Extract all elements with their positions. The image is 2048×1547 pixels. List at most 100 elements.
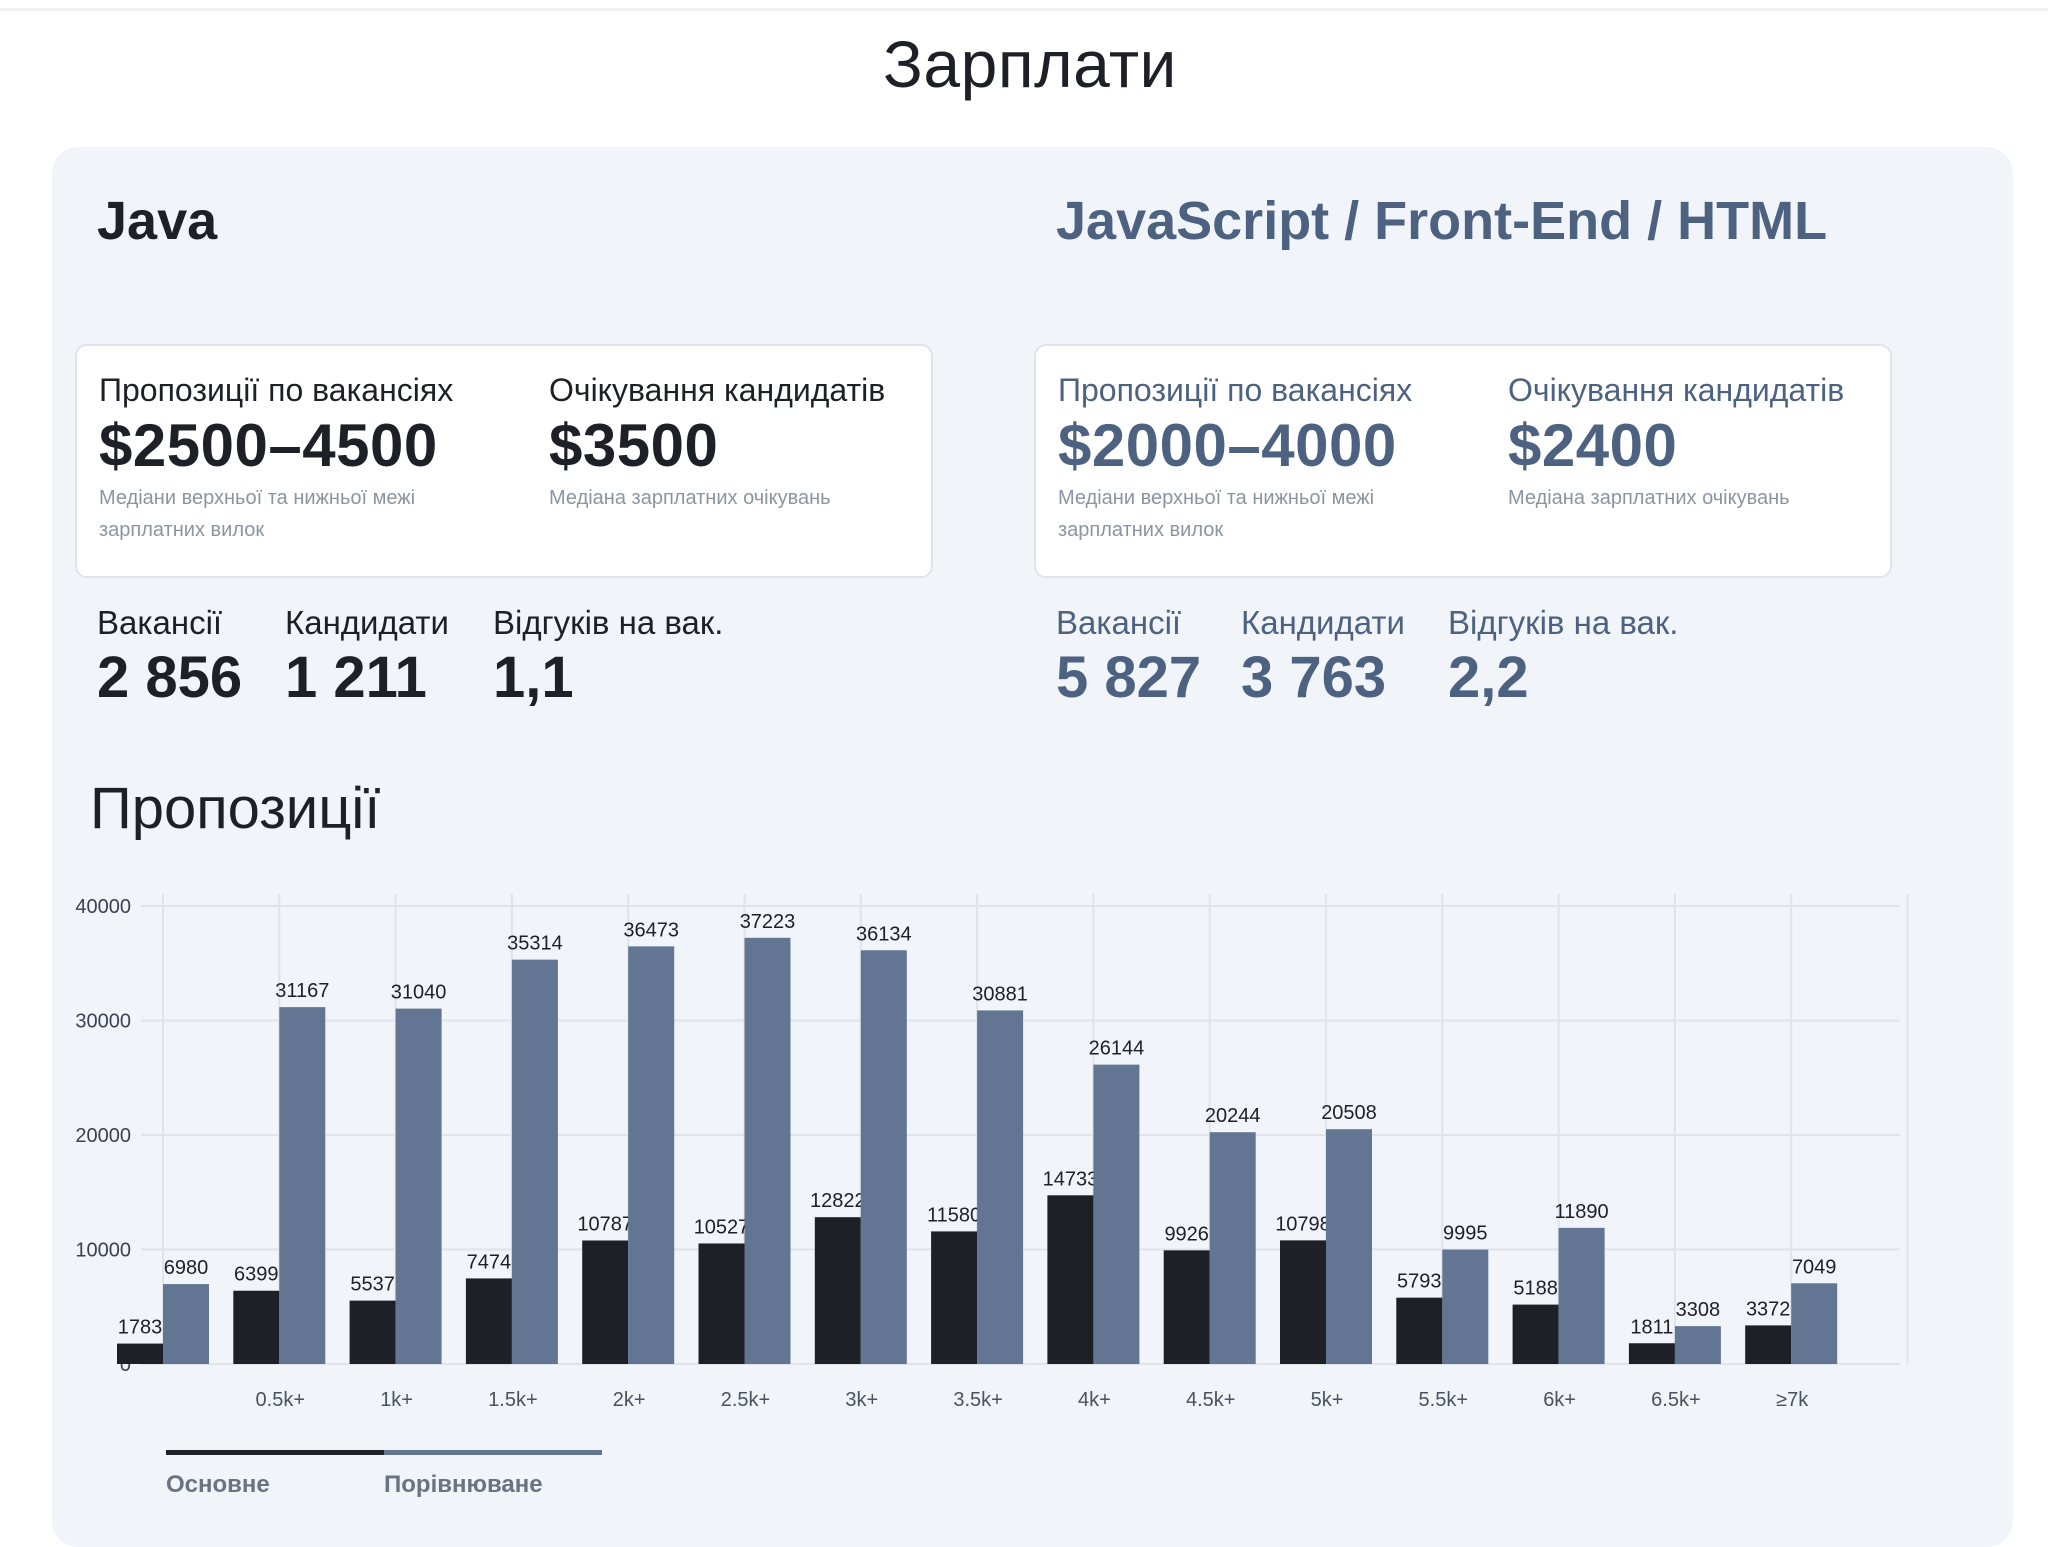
bar-primary: [814, 1217, 861, 1364]
x-tick-label: 4.5k+: [1186, 1389, 1235, 1411]
data-label-compared: 11890: [1555, 1201, 1609, 1223]
bar-compared: [279, 1007, 326, 1364]
offers-section-title: Пропозиції: [90, 776, 381, 841]
offers-bar-chart: 0 10000 20000 30000 40000 1783 6980 6399 31167 0.…: [75, 894, 1909, 1411]
x-tick-label: 5k+: [1311, 1389, 1344, 1411]
x-tick-label: 4k+: [1078, 1389, 1111, 1411]
x-tick-label: 0.5k+: [256, 1389, 305, 1411]
expectations-metric: Очікування кандидатів $3500 Медіана зарп…: [549, 372, 929, 514]
data-label-primary: 1811: [1630, 1316, 1673, 1338]
candidates-stat: Кандидати 3 763: [1241, 604, 1405, 711]
bar-compared: [977, 1010, 1024, 1364]
data-label-primary: 7474: [467, 1251, 512, 1273]
data-label-primary: 1783: [118, 1317, 163, 1339]
offers-label: Пропозиції по вакансіях: [99, 372, 454, 408]
offers-label: Пропозиції по вакансіях: [1058, 372, 1413, 408]
y-tick-label: 10000: [75, 1240, 131, 1262]
bar-compared: [163, 1284, 209, 1364]
legend-swatch-primary: [166, 1450, 384, 1455]
expectations-note: Медіана зарплатних очікувань: [549, 487, 831, 509]
offers-metric: Пропозиції по вакансіях $2500–4500 Медіа…: [99, 372, 499, 546]
bar-primary: [582, 1240, 629, 1364]
offers-metric: Пропозиції по вакансіях $2000–4000 Медіа…: [1058, 372, 1458, 546]
x-tick-label: 1k+: [380, 1389, 413, 1411]
responses-label: Відгуків на вак.: [1448, 604, 1679, 641]
bar-primary: [465, 1278, 512, 1364]
bar-compared: [511, 959, 558, 1364]
data-label-primary: 12822: [810, 1190, 866, 1212]
data-label-compared: 9995: [1443, 1223, 1488, 1245]
data-label-compared: 35314: [507, 933, 563, 955]
expectations-value: $2400: [1508, 412, 1678, 479]
primary-salary-card: Пропозиції по вакансіях $2500–4500 Медіа…: [75, 344, 933, 578]
x-tick-label: 2k+: [613, 1389, 646, 1411]
x-tick-label: 6.5k+: [1651, 1389, 1700, 1411]
offers-note: Медіани верхньої та нижньої межі зарплат…: [1058, 487, 1375, 541]
bar-primary: [698, 1243, 745, 1364]
legend-swatch-compared: [384, 1450, 602, 1455]
x-tick-label: 3.5k+: [953, 1389, 1002, 1411]
expectations-note: Медіана зарплатних очікувань: [1508, 487, 1790, 509]
data-label-compared: 31040: [391, 982, 447, 1004]
bar-compared: [860, 950, 907, 1364]
expectations-label: Очікування кандидатів: [549, 372, 886, 408]
responses-value: 2,2: [1448, 645, 1529, 710]
bar-compared: [395, 1008, 442, 1364]
data-label-primary: 3372: [1746, 1298, 1791, 1320]
data-label-primary: 10798: [1275, 1213, 1331, 1235]
bar-primary: [349, 1300, 396, 1364]
data-label-primary: 5188: [1513, 1278, 1558, 1300]
data-label-primary: 5793: [1397, 1271, 1442, 1293]
bar-compared: [1209, 1132, 1256, 1364]
data-label-primary: 5537: [350, 1274, 395, 1296]
data-label-compared: 20244: [1205, 1105, 1261, 1127]
legend-item-compared[interactable]: Порівнюване: [384, 1450, 602, 1499]
top-divider: [0, 8, 2048, 11]
offers-value: $2500–4500: [99, 412, 438, 479]
compared-salary-card: Пропозиції по вакансіях $2000–4000 Медіа…: [1034, 344, 1892, 578]
candidates-label: Кандидати: [1241, 604, 1405, 641]
bar-primary: [1396, 1297, 1443, 1364]
bar-primary: [1280, 1240, 1326, 1364]
data-label-primary: 14733: [1043, 1168, 1099, 1190]
data-label-primary: 6399: [234, 1264, 278, 1286]
bar-primary: [1047, 1195, 1094, 1364]
bar-compared: [744, 937, 791, 1364]
y-tick-label: 0: [120, 1354, 131, 1376]
candidates-label: Кандидати: [285, 604, 449, 641]
data-label-primary: 11580: [927, 1204, 981, 1226]
legend-item-primary[interactable]: Основне: [166, 1450, 384, 1499]
data-label-compared: 31167: [275, 980, 329, 1002]
bar-compared: [1326, 1129, 1372, 1364]
data-label-compared: 6980: [164, 1257, 209, 1279]
expectations-value: $3500: [549, 412, 719, 479]
vacancies-stat: Вакансії 5 827: [1056, 604, 1201, 711]
expectations-metric: Очікування кандидатів $2400 Медіана зарп…: [1508, 372, 1888, 514]
data-label-primary: 10527: [694, 1216, 750, 1238]
bar-primary: [931, 1231, 978, 1364]
bar-primary: [1628, 1343, 1675, 1364]
compared-category-title[interactable]: JavaScript / Front-End / HTML: [1056, 191, 1828, 251]
primary-category-title[interactable]: Java: [97, 191, 218, 251]
bar-primary: [233, 1290, 280, 1364]
bar-compared: [628, 946, 675, 1364]
responses-label: Відгуків на вак.: [493, 604, 724, 641]
data-label-compared: 30881: [972, 983, 1028, 1005]
x-tick-label: ≥7k: [1776, 1389, 1809, 1411]
offers-value: $2000–4000: [1058, 412, 1397, 479]
offers-note: Медіани верхньої та нижньої межі зарплат…: [99, 487, 416, 541]
candidates-value: 3 763: [1241, 645, 1387, 710]
x-tick-label: 1.5k+: [488, 1389, 537, 1411]
y-tick-label: 20000: [75, 1125, 131, 1147]
bar-primary: [1745, 1325, 1792, 1364]
data-label-compared: 3308: [1676, 1299, 1721, 1321]
vacancies-label: Вакансії: [1056, 604, 1182, 641]
x-tick-label: 2.5k+: [721, 1389, 770, 1411]
data-label-primary: 9926: [1164, 1223, 1209, 1245]
responses-value: 1,1: [493, 645, 574, 710]
data-label-compared: 36473: [623, 919, 679, 941]
vacancies-stat: Вакансії 2 856: [97, 604, 242, 711]
x-tick-label: 6k+: [1543, 1389, 1576, 1411]
bar-compared: [1791, 1283, 1838, 1364]
y-tick-label: 30000: [75, 1011, 131, 1033]
